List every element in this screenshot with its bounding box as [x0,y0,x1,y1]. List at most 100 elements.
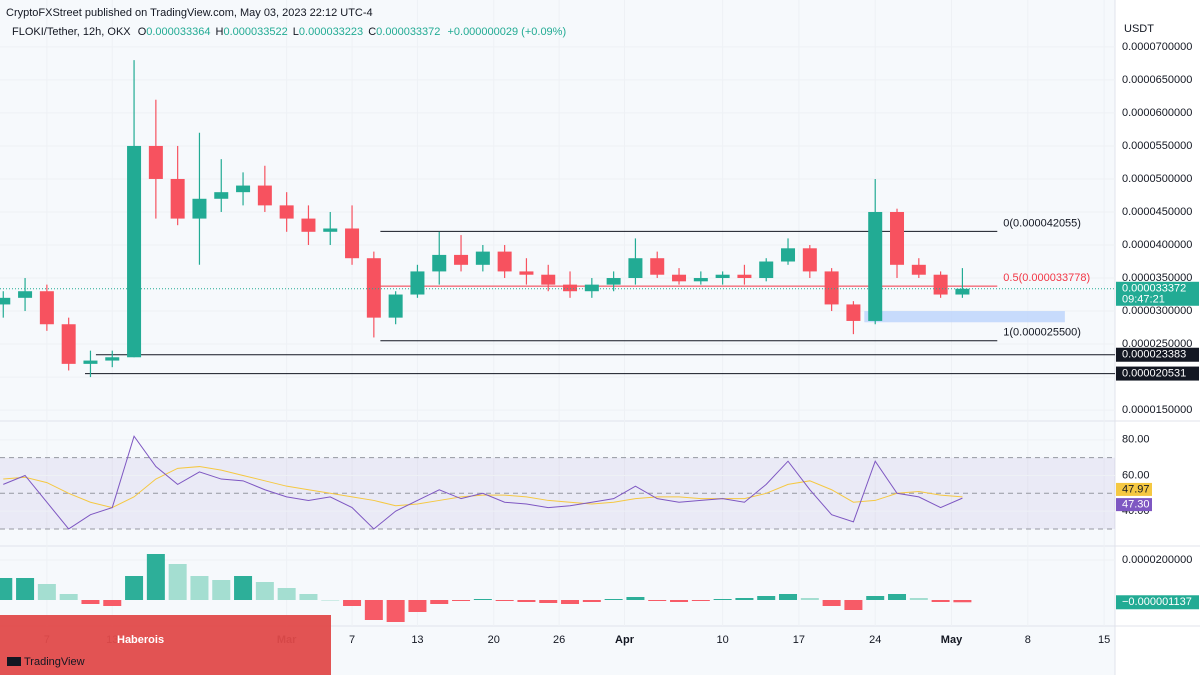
symbol: FLOKI/Tether, 12h, OKX [12,26,131,38]
histogram-bar [255,582,274,600]
candle-body [148,145,163,179]
ma-value-label: 47.97 [1122,483,1150,495]
y-tick-label: 0.0000350000 [1122,272,1192,284]
histogram-bar [168,564,187,600]
histogram-bar [495,600,514,601]
candle-body [606,278,621,285]
candle-body [454,254,469,265]
candle-body [236,185,251,193]
price-axis-area [1115,0,1200,675]
histogram-bar [713,599,732,600]
candle-body [955,288,970,295]
candle-body [868,211,883,321]
histogram-bar [844,600,863,610]
candle-body [781,248,796,262]
histogram-bar [735,598,754,600]
x-tick-label: 7 [349,634,355,646]
x-tick-label: 10 [716,634,728,646]
candle-body [737,274,752,279]
histogram-bar [517,600,536,602]
histogram-bar [953,600,972,603]
candle-body [933,274,948,295]
histogram-bar [0,578,13,600]
ohlc-key: L [293,26,299,38]
histogram-bar [103,600,122,606]
candle-body [18,291,33,298]
y-tick-label: 60.00 [1122,469,1150,481]
histogram-bar [37,584,56,600]
y-tick-label: 0.0000150000 [1122,404,1192,416]
price-line-label: 0.000020531 [1122,367,1186,379]
x-tick-label: 20 [488,634,500,646]
last-price-box [1116,281,1199,306]
candle-body [497,251,512,272]
candle-body [105,357,120,361]
histogram-bar [800,598,819,600]
candle-body [541,274,556,285]
y-tick-label: 0.0000200000 [1122,554,1192,566]
histogram-bar [866,596,885,600]
histogram-bar [561,600,580,604]
ma-value-box [1116,482,1152,496]
candle-body [170,178,185,219]
candle-body [410,271,425,295]
histogram-bar [212,580,231,600]
y-tick-label: 0.0000550000 [1122,140,1192,152]
x-tick-label: 15 [1098,634,1110,646]
publisher: CryptoFXStreet published on TradingView.… [6,7,373,19]
histogram-bar [757,596,776,600]
candle-body [628,258,643,279]
candle-body [563,284,578,292]
price-line-label-box [1116,347,1199,362]
x-tick-label: 26 [553,634,565,646]
candle-body [323,228,338,232]
price-line-label-box [1116,366,1199,381]
y-tick-label: 0.0000250000 [1122,338,1192,350]
candle-body [890,211,905,265]
histogram-bar [146,554,165,600]
histogram-bar [648,600,667,601]
candle-body [715,274,730,279]
candle-body [214,192,229,199]
histogram-bar [59,594,78,600]
y-tick-label: 0.0000700000 [1122,41,1192,53]
candle-body [127,145,142,358]
ohlc-key: C [368,26,376,38]
histogram-bar [81,600,100,604]
y-tick-label: 0.0000650000 [1122,74,1192,86]
histogram-bar [822,600,841,606]
candle-body [83,360,98,364]
y-tick-label: 0.0000300000 [1122,305,1192,317]
histogram-value-box [1116,595,1199,610]
x-tick-label: 8 [1025,634,1031,646]
fib-label: 0(0.000042055) [1003,217,1081,229]
histogram-bar [234,576,253,600]
fib-label: 0.5(0.000033778) [1003,272,1090,284]
histogram-bar [473,599,492,600]
histogram-bar [582,600,601,602]
price-line-label: 0.000023383 [1122,349,1186,361]
y-tick-label: 0.0000600000 [1122,107,1192,119]
candle-body [279,205,294,219]
rsi-value-label: 47.30 [1122,499,1150,511]
histogram-bar [779,594,798,600]
rsi-line [3,466,963,509]
candle-body [192,198,207,219]
candle-body [61,324,76,364]
candle-body [0,297,11,305]
histogram-bar [16,578,35,600]
candle-body [519,271,534,275]
ohlc-value: 0.000033364 [146,26,210,38]
histogram-bar [604,599,623,600]
candle-body [911,264,926,275]
histogram-bar [691,600,710,601]
candle-body [388,294,403,318]
watermark-box [0,615,331,675]
histogram-bar [408,600,427,612]
histogram-bar [386,600,405,622]
candle-body [759,261,774,279]
histogram-bar [190,576,209,600]
histogram-value-label: −0.000001137 [1122,596,1192,608]
